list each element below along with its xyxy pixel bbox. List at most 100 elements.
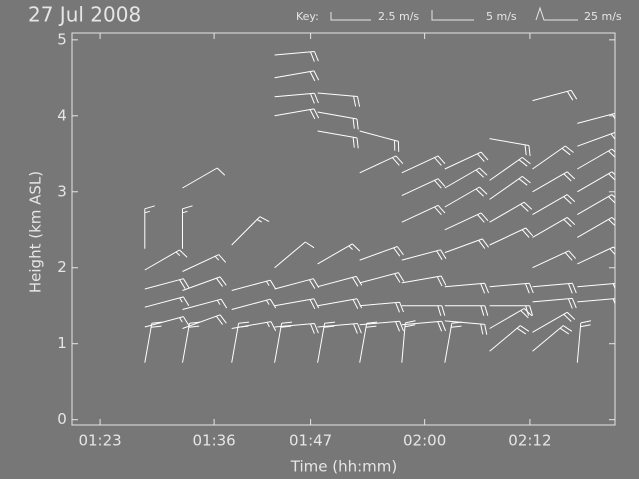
wind-barb [532,171,576,193]
wind-barb [577,132,615,147]
wind-barb [274,70,320,82]
wind-barb [532,89,578,102]
x-axis-label: Time (hh:mm) [290,458,397,476]
wind-barb [444,167,488,189]
wind-barb [317,243,361,265]
wind-barb [532,297,577,309]
chart-title: 27 Jul 2008 [28,3,141,27]
wind-barb [489,325,530,352]
wind-barb [231,216,270,246]
wind-barb [182,314,227,329]
wind-barb [317,321,336,363]
y-tick-label: 5 [57,30,67,48]
wind-barb [182,254,227,272]
wind-barb [274,241,315,269]
wind-barb [489,201,533,223]
wind-barb [401,320,447,332]
y-tick-label: 4 [57,106,67,124]
wind-barb [317,323,362,334]
key-label: 2.5 m/s [378,10,419,23]
wind-barb [489,305,534,316]
wind-barb [144,321,163,363]
wind-barb [489,227,534,246]
wind-barb [359,130,400,152]
wind-barb [359,155,404,174]
wind-barb [532,250,577,269]
key-symbol [535,6,578,21]
x-tick-label: 01:23 [78,432,121,450]
plot-frame [71,32,616,426]
wind-barb [489,282,534,294]
wind-barb [317,275,363,288]
wind-barb [489,175,531,200]
wind-barb [182,321,200,363]
y-tick-label: 0 [57,410,67,428]
wind-barb [182,298,228,310]
x-tick-label: 01:36 [192,432,235,450]
wind-barb [182,167,226,189]
key-label: 5 m/s [486,10,517,23]
wind-barb [577,148,615,170]
wind-barb [359,301,404,313]
wind-barb [274,51,319,62]
wind-barb [231,279,277,291]
wind-barb [359,272,405,284]
wind-barb [532,311,576,333]
wind-barb [489,138,531,156]
wind-barb [532,145,574,170]
wind-barb [274,298,320,310]
wind-barb [532,282,577,294]
wind-barb [401,249,447,261]
wind-barb [577,194,615,216]
wind-barb [401,204,446,223]
x-tick-label: 02:12 [508,432,551,450]
wind-barb [489,156,531,181]
y-tick-label: 1 [57,334,67,352]
wind-barb [401,275,447,287]
wind-barb [274,323,319,334]
wind-barb [444,320,488,335]
wind-barb [532,216,576,238]
x-tick-label: 01:47 [289,432,332,450]
y-tick-label: 3 [57,182,67,200]
wind-barb [444,151,489,170]
wind-barb [274,278,320,290]
wind-barb [144,205,155,249]
wind-barb [444,238,490,254]
wind-barb [444,212,489,231]
wind-barb [317,130,359,149]
wind-barb [182,276,227,291]
wind-barb [359,320,404,332]
wind-barb [274,321,293,363]
wind-barb [182,205,193,249]
y-tick-label: 2 [57,258,67,276]
wind-barb [231,321,277,332]
wind-barb [144,296,190,308]
wind-barb [401,305,446,316]
wind-barb [359,246,404,261]
wind-barb [577,171,615,193]
wind-barb [577,298,615,305]
wind-barb [577,216,615,238]
wind-barb [444,186,488,208]
key-symbol [431,10,474,21]
wind-barb [359,321,378,363]
wind-barb [444,321,463,363]
wind-barb [144,249,188,271]
key-title: Key: [296,10,319,23]
wind-barb [489,308,533,329]
wind-barb [532,325,573,352]
wind-barb [532,194,576,216]
wind-barb [317,111,359,130]
wind-barb [231,298,277,310]
wind-barb [401,178,446,197]
wind-barb [144,278,190,290]
wind-barb [317,92,361,107]
wind-barb [274,108,320,120]
wind-barb [401,320,416,363]
wind-barb [444,305,489,316]
wind-barb [577,282,615,290]
wind-barb [576,320,592,363]
wind-barb [317,298,363,310]
wind-barb [444,282,490,294]
